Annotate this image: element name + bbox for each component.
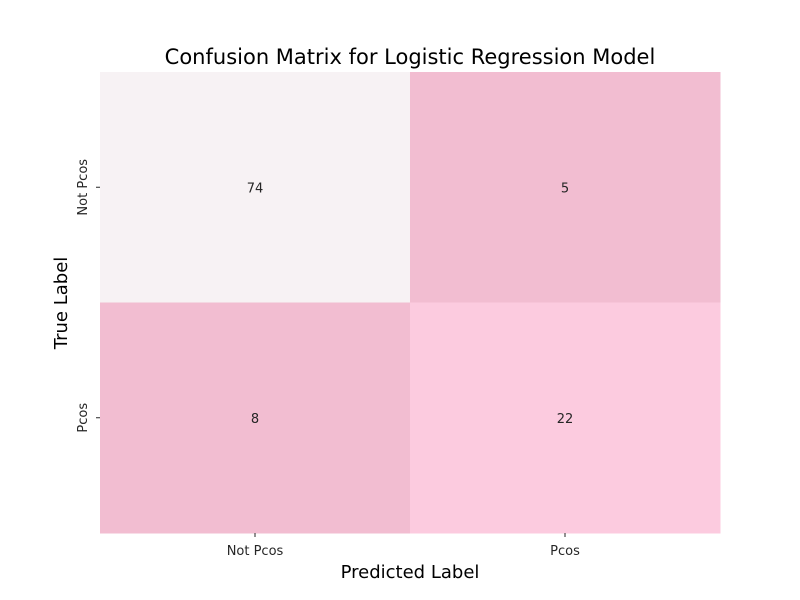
- heatmap-cell: [100, 302, 411, 534]
- heatmap-cell: [100, 72, 411, 303]
- x-tick-label: Not Pcos: [227, 544, 284, 559]
- y-tick-label: Not Pcos: [76, 159, 91, 216]
- heatmap-cell: [410, 302, 721, 534]
- heatmap-cell: [410, 72, 721, 303]
- heatmap-cells: 74 5 8 22: [100, 72, 721, 534]
- cell-value-label: 22: [557, 412, 574, 427]
- cell-value-label: 74: [247, 181, 264, 196]
- y-axis-ticks: Not Pcos Pcos: [76, 159, 100, 433]
- cell-value-label: 5: [561, 181, 569, 196]
- x-axis-title: Predicted Label: [341, 562, 480, 583]
- y-axis-title: True Label: [51, 257, 72, 351]
- x-axis-ticks: Not Pcos Pcos: [227, 533, 580, 559]
- y-tick-label: Pcos: [76, 403, 91, 433]
- chart-title: Confusion Matrix for Logistic Regression…: [165, 45, 656, 69]
- cell-value-label: 8: [251, 412, 259, 427]
- x-tick-label: Pcos: [550, 544, 580, 559]
